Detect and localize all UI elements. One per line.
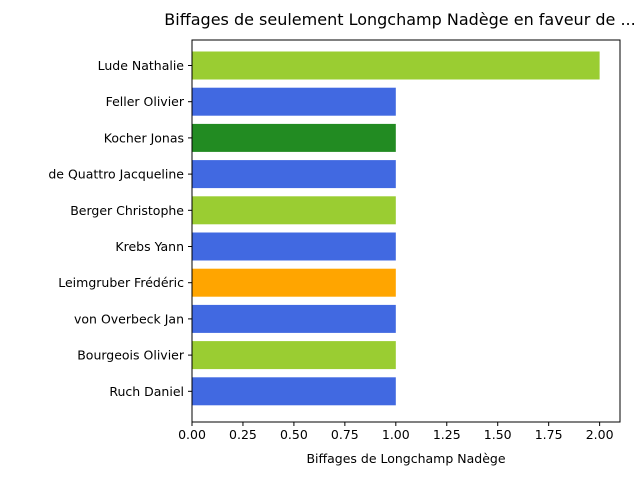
bar-5 [192, 232, 396, 261]
y-tick-label: Bourgeois Olivier [77, 348, 185, 363]
chart-title: Biffages de seulement Longchamp Nadège e… [164, 10, 635, 29]
x-tick-label: 0.25 [229, 427, 257, 442]
x-tick-label: 0.00 [178, 427, 206, 442]
y-tick-label: Ruch Daniel [109, 384, 184, 399]
y-tick-label: Krebs Yann [115, 239, 184, 254]
x-tick-label: 1.25 [433, 427, 461, 442]
y-tick-label: de Quattro Jacqueline [48, 167, 184, 182]
bar-3 [192, 160, 396, 189]
bar-7 [192, 304, 396, 333]
x-tick-label: 1.50 [484, 427, 512, 442]
bar-2 [192, 123, 396, 152]
y-tick-label: von Overbeck Jan [74, 311, 184, 326]
y-tick-label: Berger Christophe [70, 203, 184, 218]
bar-4 [192, 196, 396, 225]
x-axis-ticks: 0.00 0.25 0.50 0.75 1.00 1.25 1.50 1.75 2.00 [178, 422, 614, 442]
bar-1 [192, 87, 396, 116]
x-tick-label: 1.00 [382, 427, 410, 442]
x-tick-label: 0.50 [280, 427, 308, 442]
y-tick-label: Kocher Jonas [104, 130, 184, 145]
x-axis-label: Biffages de Longchamp Nadège [306, 451, 505, 466]
x-tick-label: 2.00 [586, 427, 614, 442]
y-axis-ticks: Lude Nathalie Feller Olivier Kocher Jonas d… [48, 58, 192, 399]
plot-frame [191, 39, 621, 423]
y-tick-label: Lude Nathalie [98, 58, 185, 73]
bar-9 [192, 377, 396, 406]
bar-8 [192, 341, 396, 370]
y-tick-label: Leimgruber Frédéric [58, 275, 184, 290]
y-tick-label: Feller Olivier [106, 94, 185, 109]
x-tick-label: 0.75 [331, 427, 359, 442]
x-tick-label: 1.75 [535, 427, 563, 442]
bars-group [192, 51, 600, 406]
bar-6 [192, 268, 396, 297]
bar-0 [192, 51, 600, 80]
